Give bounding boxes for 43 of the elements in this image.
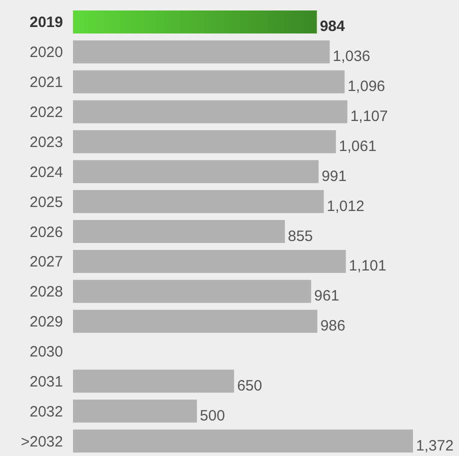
bar xyxy=(73,370,234,393)
y-tick-label: 2028 xyxy=(30,284,63,301)
bar xyxy=(73,130,336,154)
bar xyxy=(73,250,346,273)
data-label: 500 xyxy=(200,407,225,424)
y-tick-label: 2024 xyxy=(30,164,63,181)
data-label: 1,107 xyxy=(350,108,388,126)
data-label: 991 xyxy=(322,168,347,185)
y-tick-label: 2020 xyxy=(30,44,63,62)
data-label: 1,101 xyxy=(348,258,386,275)
data-label: 961 xyxy=(314,288,340,305)
bar xyxy=(73,430,413,453)
data-label: 1,096 xyxy=(348,78,386,96)
y-tick-label: 2019 xyxy=(30,14,63,32)
data-label: 1,036 xyxy=(332,48,370,66)
bar xyxy=(73,10,317,34)
bar xyxy=(73,400,197,423)
y-tick-label: 2030 xyxy=(30,343,63,360)
data-label: 984 xyxy=(320,18,346,36)
data-label: 986 xyxy=(320,318,346,335)
bar xyxy=(73,310,318,333)
bar xyxy=(73,160,319,184)
y-tick-label: 2031 xyxy=(30,373,63,390)
data-label: 1,372 xyxy=(416,437,454,454)
data-label: 1,012 xyxy=(326,198,364,215)
data-label: 855 xyxy=(288,228,313,245)
bar xyxy=(73,280,312,303)
bar xyxy=(73,40,330,64)
y-tick-label: 2023 xyxy=(30,134,63,151)
y-tick-label: >2032 xyxy=(20,433,63,450)
y-tick-label: 2029 xyxy=(30,314,63,331)
data-label: 650 xyxy=(237,377,262,394)
y-tick-label: 2021 xyxy=(30,74,63,92)
data-label: 1,061 xyxy=(338,138,376,155)
bar xyxy=(73,220,285,243)
bar xyxy=(73,190,324,214)
bar xyxy=(73,70,345,94)
y-tick-label: 2026 xyxy=(30,224,63,241)
y-tick-label: 2027 xyxy=(30,254,63,271)
y-tick-label: 2032 xyxy=(30,403,63,420)
bar xyxy=(73,100,348,124)
y-tick-label: 2025 xyxy=(30,194,63,211)
y-tick-label: 2022 xyxy=(30,104,63,122)
